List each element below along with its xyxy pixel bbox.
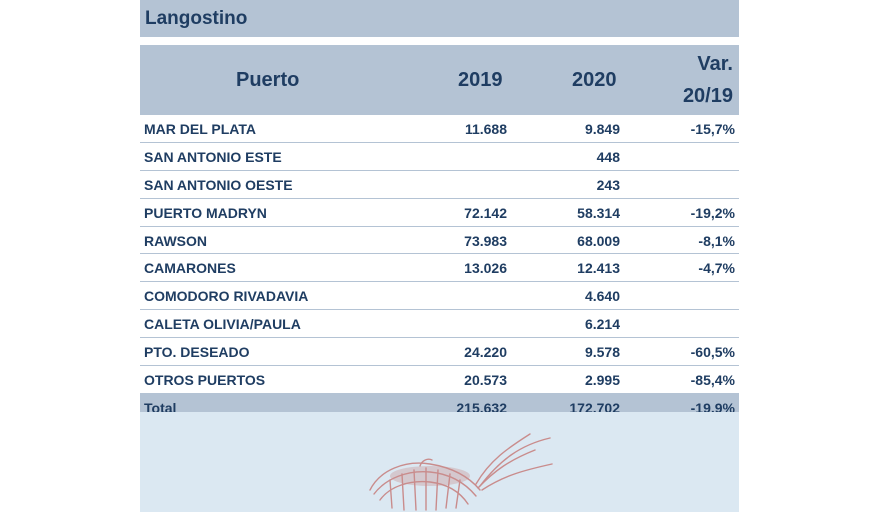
cell-puerto: PUERTO MADRYN: [144, 204, 267, 221]
cell-2020: 58.314: [577, 204, 620, 221]
cell-2019: 73.983: [464, 232, 507, 249]
total-label: Total: [144, 399, 177, 416]
cell-puerto: CAMARONES: [144, 260, 236, 277]
header-puerto: Puerto: [236, 69, 300, 91]
cell-2020: 6.214: [584, 316, 620, 333]
cell-2020: 9.849: [584, 121, 620, 137]
cell-2019: 24.220: [464, 344, 507, 361]
table-row: OTROS PUERTOS 20.573 2.995 -85,4%: [140, 366, 739, 394]
langostino-panel: Langostino Puerto 2019 2020 Var. 20/19 M…: [140, 0, 739, 512]
cell-2020: 68.009: [577, 232, 620, 249]
cell-2020: 9.578: [584, 344, 620, 361]
cell-2019: 72.142: [464, 204, 507, 221]
header-var-line1: Var.: [697, 53, 733, 75]
cell-puerto: MAR DEL PLATA: [144, 121, 256, 137]
cell-var: -60,5%: [690, 344, 735, 361]
cell-var: -4,7%: [698, 260, 735, 277]
table-body: MAR DEL PLATA 11.688 9.849 -15,7% SAN AN…: [140, 115, 739, 421]
cell-2020: 12.413: [577, 260, 620, 277]
cell-puerto: CALETA OLIVIA/PAULA: [144, 316, 301, 333]
table-header: Puerto 2019 2020 Var. 20/19: [140, 45, 739, 115]
table-row: COMODORO RIVADAVIA 4.640: [140, 282, 739, 311]
shrimp-illustration-icon: [369, 433, 553, 511]
total-2019: 215.632: [456, 399, 507, 416]
cell-2019: 13.026: [464, 260, 507, 277]
cell-puerto: RAWSON: [144, 232, 207, 249]
cell-puerto: PTO. DESEADO: [144, 344, 250, 361]
table-row: MAR DEL PLATA 11.688 9.849 -15,7%: [140, 115, 739, 143]
table-title: Langostino: [140, 0, 739, 37]
shrimp-image-area: [140, 412, 739, 512]
cell-var: -85,4%: [690, 372, 735, 389]
table-row: PTO. DESEADO 24.220 9.578 -60,5%: [140, 338, 739, 367]
table-row: SAN ANTONIO ESTE 448: [140, 143, 739, 171]
table-row: CALETA OLIVIA/PAULA 6.214: [140, 310, 739, 339]
table-row: RAWSON 73.983 68.009 -8,1%: [140, 227, 739, 255]
cell-var: -8,1%: [698, 232, 735, 249]
table-row: PUERTO MADRYN 72.142 58.314 -19,2%: [140, 199, 739, 227]
cell-2019: 11.688: [464, 121, 507, 137]
table-row: CAMARONES 13.026 12.413 -4,7%: [140, 254, 739, 283]
cell-2019: 20.573: [464, 372, 507, 389]
cell-var: -15,7%: [690, 121, 735, 137]
cell-2020: 4.640: [584, 288, 620, 305]
cell-puerto: SAN ANTONIO ESTE: [144, 148, 282, 165]
cell-var: -19,2%: [690, 204, 735, 221]
header-2019: 2019: [458, 69, 503, 91]
header-var-line2: 20/19: [682, 85, 733, 107]
table-row: SAN ANTONIO OESTE 243: [140, 171, 739, 199]
total-2020: 172.702: [569, 399, 620, 416]
header-2020: 2020: [572, 69, 617, 91]
cell-puerto: COMODORO RIVADAVIA: [144, 288, 309, 305]
cell-2020: 243: [596, 176, 620, 193]
cell-puerto: OTROS PUERTOS: [144, 372, 266, 389]
cell-puerto: SAN ANTONIO OESTE: [144, 176, 293, 193]
cell-2020: 448: [596, 148, 620, 165]
cell-2020: 2.995: [584, 372, 620, 389]
total-var: -19,9%: [690, 399, 735, 416]
